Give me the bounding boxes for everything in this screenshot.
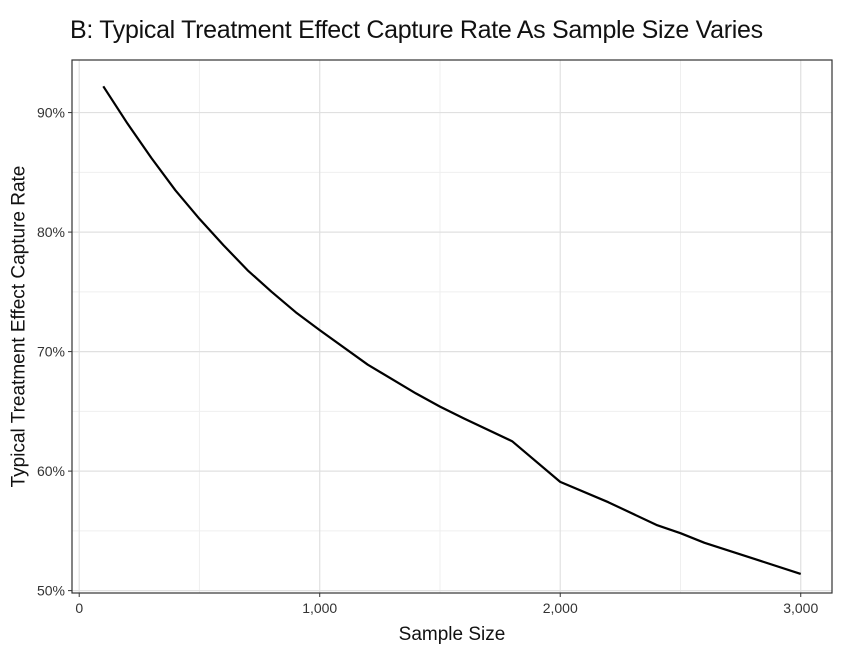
series-layer (102, 85, 802, 575)
y-tick-label: 90% (37, 105, 65, 121)
y-tick-label: 80% (37, 224, 65, 240)
x-axis: 0 1,000 2,000 3,000 (75, 593, 818, 616)
x-tick-label: 1,000 (302, 600, 337, 616)
major-gridlines (72, 60, 832, 593)
y-axis: 50% 60% 70% 80% 90% (37, 105, 72, 599)
y-tick-label: 50% (37, 583, 65, 599)
y-axis-title: Typical Treatment Effect Capture Rate (9, 166, 30, 488)
plot-panel-border (71, 59, 833, 594)
x-tick-label: 0 (75, 600, 83, 616)
x-tick-label: 2,000 (543, 600, 578, 616)
series-line (102, 85, 802, 575)
y-tick-label: 60% (37, 463, 65, 479)
minor-gridlines (72, 60, 832, 593)
y-tick-label: 70% (37, 344, 65, 360)
x-tick-label: 3,000 (783, 600, 818, 616)
x-axis-title: Sample Size (399, 624, 506, 645)
chart-title: B: Typical Treatment Effect Capture Rate… (70, 16, 763, 44)
